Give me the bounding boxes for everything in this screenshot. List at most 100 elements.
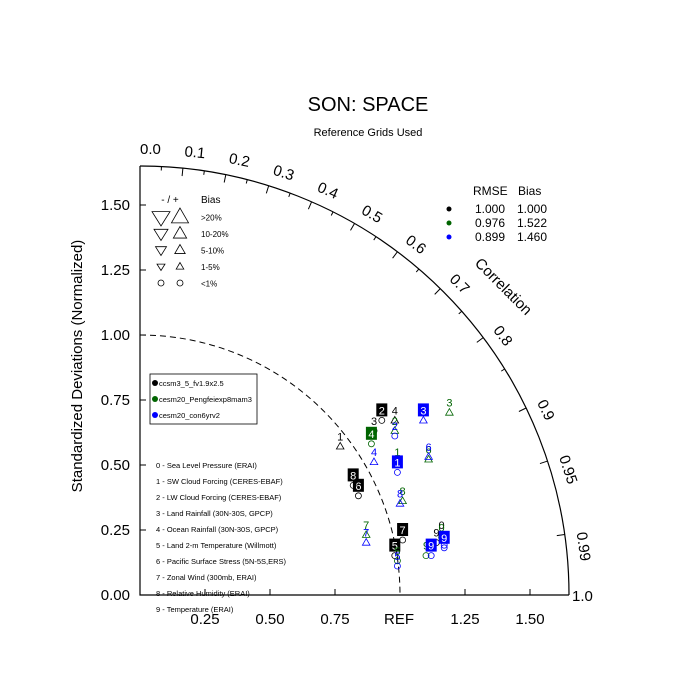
data-point-marker — [361, 529, 371, 538]
y-tick-label: 1.50 — [101, 197, 130, 214]
data-point-label: 4 — [371, 447, 377, 459]
data-point-marker — [395, 498, 405, 507]
axes-group: 0.000.250.500.751.001.251.500.25 0.50 0.75… — [101, 165, 570, 628]
data-point-label: 8 — [350, 470, 356, 482]
correlation-tick-mark — [265, 185, 270, 194]
case-color-dot — [152, 380, 158, 386]
stats-row-bias: 1.522 — [517, 216, 547, 230]
data-point-label: 6 — [426, 442, 432, 454]
correlation-label: Correlation — [471, 255, 535, 319]
y-tick-label: 0.75 — [101, 392, 130, 409]
data-point-marker — [427, 552, 435, 559]
correlation-tick-label: 0.6 — [402, 232, 429, 258]
outer-arc — [139, 165, 570, 596]
x-tick-label: 0.75 — [320, 611, 349, 628]
chart-title: SON: SPACE — [308, 94, 429, 116]
variable-legend-item: 8 - Relative Humidity (ERAI) — [156, 589, 250, 598]
correlation-minor-tick — [330, 211, 334, 216]
bias-legend-circle-icon — [176, 279, 184, 287]
data-point-marker — [391, 432, 399, 440]
data-point-label: 9 — [441, 533, 447, 545]
correlation-minor-tick — [373, 236, 377, 241]
variable-legend-item: 4 - Ocean Rainfall (30N-30S, GPCP) — [156, 525, 279, 534]
data-point-label-box — [352, 478, 364, 492]
data-point-label: 7 — [363, 520, 369, 532]
data-point-label: 6 — [426, 444, 432, 456]
data-point-label-box — [417, 403, 429, 417]
chart-subtitle: Reference Grids Used — [314, 127, 423, 139]
data-point-label: 5 — [394, 551, 400, 563]
variable-legend-item: 5 - Land 2-m Temperature (Willmott) — [156, 541, 277, 550]
data-point-label: 5 — [392, 541, 398, 553]
bias-legend-down-triangle-icon — [156, 263, 166, 272]
data-point-label: 3 — [420, 405, 426, 417]
data-point-label-box — [376, 403, 388, 417]
data-point-label: 4 — [368, 429, 374, 441]
data-point-label: 4 — [392, 405, 398, 417]
data-point-marker — [361, 537, 371, 546]
data-point-label-box — [391, 455, 403, 469]
correlation-tick-label: 0.99 — [573, 531, 594, 562]
x-tick-label: 0.50 — [255, 611, 284, 628]
data-point-marker — [378, 416, 386, 424]
bias-legend-down-triangle-icon — [151, 211, 171, 227]
correlation-tick-mark — [392, 251, 398, 259]
correlation-tick-mark — [307, 201, 313, 210]
stats-row-color-dot — [446, 206, 452, 212]
correlation-tick-mark — [539, 460, 548, 465]
stats-row-color-dot — [446, 234, 452, 240]
data-points: 0123456789012345678901234567899 — [335, 398, 454, 570]
variable-legend-item: 6 - Pacific Surface Stress (5N-5S,ERS) — [156, 557, 287, 566]
data-point-label-box — [347, 468, 359, 482]
case-color-dot — [152, 396, 158, 402]
correlation-tick-label: 0.8 — [490, 323, 516, 350]
bias-legend-row-label: 10-20% — [201, 230, 229, 239]
case-color-dot — [152, 412, 158, 418]
correlation-tick-mark — [556, 533, 565, 537]
correlation-tick-label: 0.2 — [227, 150, 251, 171]
stats-row-color-dot — [446, 220, 452, 226]
y-tick-label: 0.00 — [101, 587, 130, 604]
correlation-tick-label: 0.95 — [555, 453, 580, 486]
bias-legend-row-label: >20% — [201, 214, 222, 223]
data-point-label: 6 — [355, 481, 361, 493]
data-point-label: 0 — [439, 522, 445, 534]
case-legend: ccsm3_5_fv1.9x2.5 cesm20_Pengfeiexp8mam3c… — [149, 373, 258, 425]
bias-legend-down-triangle-icon — [153, 228, 169, 242]
data-point-label: 5 — [394, 546, 400, 558]
data-point-marker — [390, 415, 400, 424]
correlation-minor-tick — [288, 192, 291, 198]
data-point-label: 3 — [446, 398, 452, 410]
bias-legend: - / + Bias >20% 10-20% 5-10% 1-5% <1% — [151, 195, 229, 289]
stats-row-rmse: 0.976 — [475, 216, 505, 230]
data-point-marker — [440, 544, 448, 552]
data-point-marker — [349, 481, 357, 489]
data-point-label: 3 — [371, 416, 377, 428]
correlation-tick-label: 0.5 — [359, 202, 386, 227]
data-point-marker — [391, 552, 399, 559]
correlation-minor-tick — [415, 268, 420, 273]
correlation-tick-label: 0.3 — [271, 162, 296, 184]
data-point-marker — [422, 552, 430, 559]
data-point-label: 1 — [337, 431, 343, 443]
bias-legend-circle-icon — [157, 279, 165, 287]
data-point-label: 1 — [394, 457, 400, 469]
data-point-marker — [424, 454, 434, 463]
correlation-tick-label: 0.4 — [315, 179, 341, 203]
data-point-label-box — [365, 426, 377, 440]
data-point-marker — [367, 440, 375, 448]
data-point-label: 2 — [392, 416, 398, 428]
bias-legend-row-label: 1-5% — [201, 263, 220, 272]
data-point-marker — [399, 536, 407, 544]
stats-row-rmse: 1.000 — [475, 202, 505, 216]
variable-legend-item: 1 - SW Cloud Forcing (CERES-EBAF) — [156, 477, 283, 486]
correlation-tick-label: 0.9 — [533, 397, 557, 423]
data-point-label: 7 — [400, 525, 406, 537]
correlation-tick-mark — [223, 174, 227, 183]
data-point-label: 2 — [379, 405, 385, 417]
y-axis-label: Standardized Deviations (Normalized) — [69, 240, 86, 493]
stats-row-bias: 1.000 — [517, 202, 547, 216]
bias-legend-row-label: 5-10% — [201, 247, 224, 256]
